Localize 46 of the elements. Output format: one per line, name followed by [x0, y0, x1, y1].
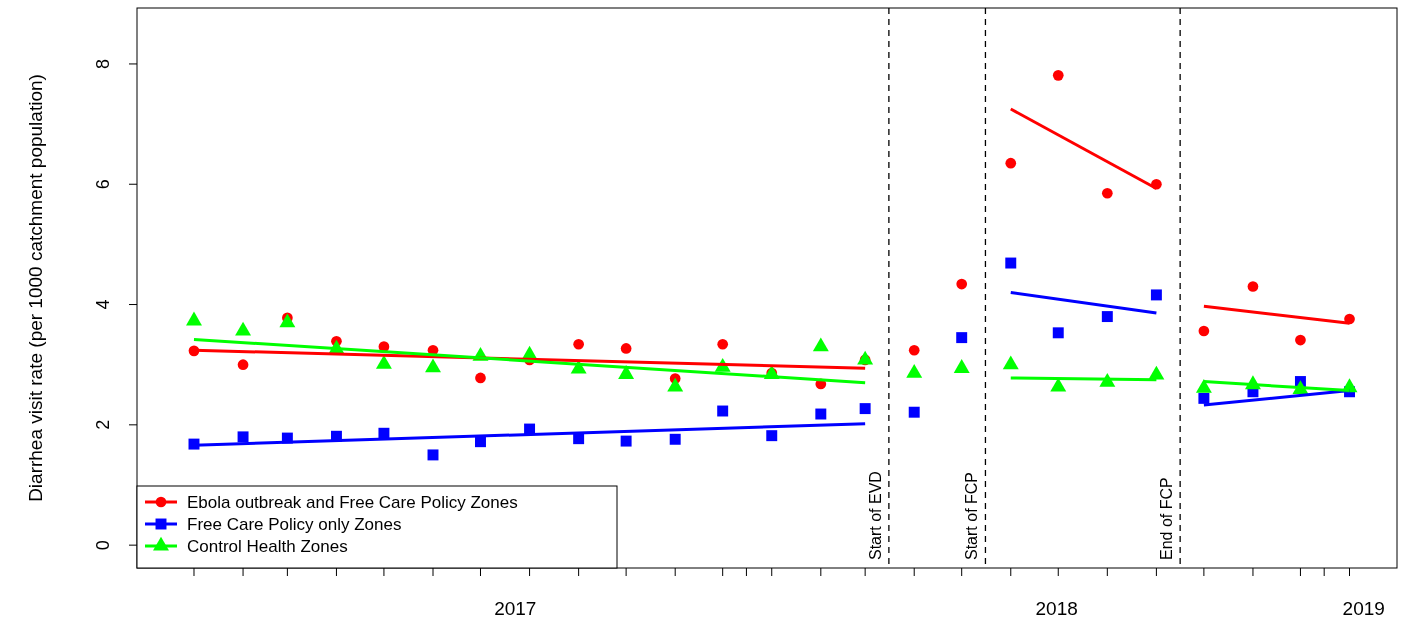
point — [717, 338, 729, 350]
point — [766, 430, 778, 442]
point — [908, 344, 920, 356]
ref-line-label: End of FCP — [1158, 477, 1176, 560]
point — [573, 433, 585, 445]
x-tick-label: 2017 — [494, 598, 537, 619]
point — [620, 343, 632, 354]
legend-label: Free Care Policy only Zones — [187, 515, 402, 534]
point — [717, 405, 729, 417]
point — [956, 278, 968, 290]
point — [1295, 334, 1306, 346]
ref-line-label: Start of FCP — [963, 471, 981, 560]
point — [620, 435, 632, 447]
point — [1005, 157, 1017, 169]
point — [1198, 325, 1210, 337]
point — [815, 408, 827, 420]
point — [1247, 281, 1259, 292]
y-axis-title: Diarrhea visit rate (per 1000 catchment population) — [25, 74, 46, 502]
point — [1101, 311, 1113, 323]
x-tick-label: 2018 — [1035, 598, 1078, 619]
point — [475, 372, 486, 384]
point — [1052, 70, 1064, 81]
point — [573, 338, 584, 350]
point — [1198, 392, 1210, 404]
point — [1005, 257, 1017, 269]
y-tick-label: 4 — [93, 299, 113, 310]
y-tick-label: 2 — [93, 419, 113, 430]
x-tick-label: 2019 — [1342, 598, 1385, 619]
point — [669, 433, 681, 445]
y-tick-label: 0 — [93, 540, 113, 551]
y-tick-label: 8 — [93, 58, 113, 69]
y-tick-label: 6 — [93, 179, 113, 190]
point — [956, 332, 968, 344]
legend-label: Ebola outbreak and Free Care Policy Zones — [187, 493, 518, 512]
legend-label: Control Health Zones — [187, 537, 348, 556]
point — [427, 449, 439, 461]
point — [908, 406, 920, 418]
point — [1150, 289, 1162, 301]
point — [237, 359, 249, 371]
ref-line-label: Start of EVD — [866, 471, 884, 560]
point — [859, 403, 871, 415]
point — [1101, 187, 1113, 199]
point — [1052, 327, 1064, 339]
point — [237, 431, 249, 443]
point — [279, 313, 296, 328]
point — [378, 427, 390, 439]
